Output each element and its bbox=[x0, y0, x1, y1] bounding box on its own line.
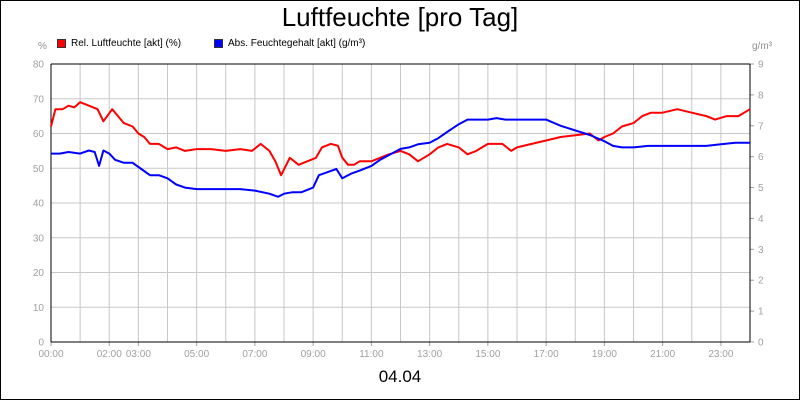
legend-swatch-abs-humidity bbox=[214, 39, 223, 48]
y-left-tick-label: 10 bbox=[33, 303, 45, 314]
y-right-tick-label: 6 bbox=[758, 152, 764, 163]
x-tick-label: 07:00 bbox=[242, 349, 267, 360]
chart-title: Luftfeuchte [pro Tag] bbox=[281, 2, 519, 32]
y-left-tick-label: 70 bbox=[33, 94, 45, 105]
legend-swatch-rel-humidity bbox=[57, 39, 66, 48]
y-right-tick-label: 4 bbox=[758, 214, 764, 225]
legend-item-abs-humidity: Abs. Feuchtegehalt [akt] (g/m³) bbox=[214, 38, 365, 49]
y-left-tick-label: 0 bbox=[38, 338, 44, 349]
x-tick-label: 03:00 bbox=[126, 349, 151, 360]
left-axis-unit: % bbox=[38, 41, 47, 52]
x-tick-label: 17:00 bbox=[534, 349, 559, 360]
series-line-rel-humidity bbox=[50, 101, 751, 177]
series-line-abs-humidity bbox=[51, 117, 750, 198]
x-tick-label: 09:00 bbox=[301, 349, 326, 360]
x-tick-label: 23:00 bbox=[708, 349, 733, 360]
x-axis-label: 04.04 bbox=[378, 367, 422, 386]
x-tick-label: 13:00 bbox=[417, 349, 442, 360]
y-right-tick-label: 1 bbox=[758, 307, 764, 318]
y-left-tick-label: 50 bbox=[33, 164, 45, 175]
x-tick-label: 19:00 bbox=[592, 349, 617, 360]
y-left-tick-label: 40 bbox=[33, 199, 45, 210]
legend-label-abs-humidity: Abs. Feuchtegehalt [akt] (g/m³) bbox=[228, 38, 366, 49]
y-left-tick-label: 60 bbox=[33, 129, 45, 140]
x-tick-label: 02:00 bbox=[97, 349, 122, 360]
x-tick-label: 15:00 bbox=[475, 349, 500, 360]
x-tick-label: 11:00 bbox=[359, 349, 384, 360]
y-right-tick-label: 2 bbox=[758, 276, 764, 287]
y-right-tick-label: 9 bbox=[758, 60, 764, 71]
y-left-tick-label: 80 bbox=[33, 60, 45, 71]
y-left-tick-label: 30 bbox=[33, 233, 45, 244]
y-right-tick-label: 3 bbox=[758, 245, 764, 256]
y-left-tick-label: 20 bbox=[33, 268, 45, 279]
y-right-tick-label: 8 bbox=[758, 90, 764, 101]
y-right-tick-label: 0 bbox=[758, 338, 764, 349]
y-right-tick-label: 7 bbox=[758, 121, 764, 132]
x-tick-label: 00:00 bbox=[38, 349, 63, 360]
legend-item-rel-humidity: Rel. Luftfeuchte [akt] (%) bbox=[57, 38, 181, 49]
x-tick-label: 21:00 bbox=[650, 349, 675, 360]
right-axis-unit: g/m³ bbox=[752, 41, 772, 52]
legend-label-rel-humidity: Rel. Luftfeuchte [akt] (%) bbox=[71, 38, 182, 49]
y-right-tick-label: 5 bbox=[758, 183, 764, 194]
x-tick-label: 05:00 bbox=[184, 349, 209, 360]
